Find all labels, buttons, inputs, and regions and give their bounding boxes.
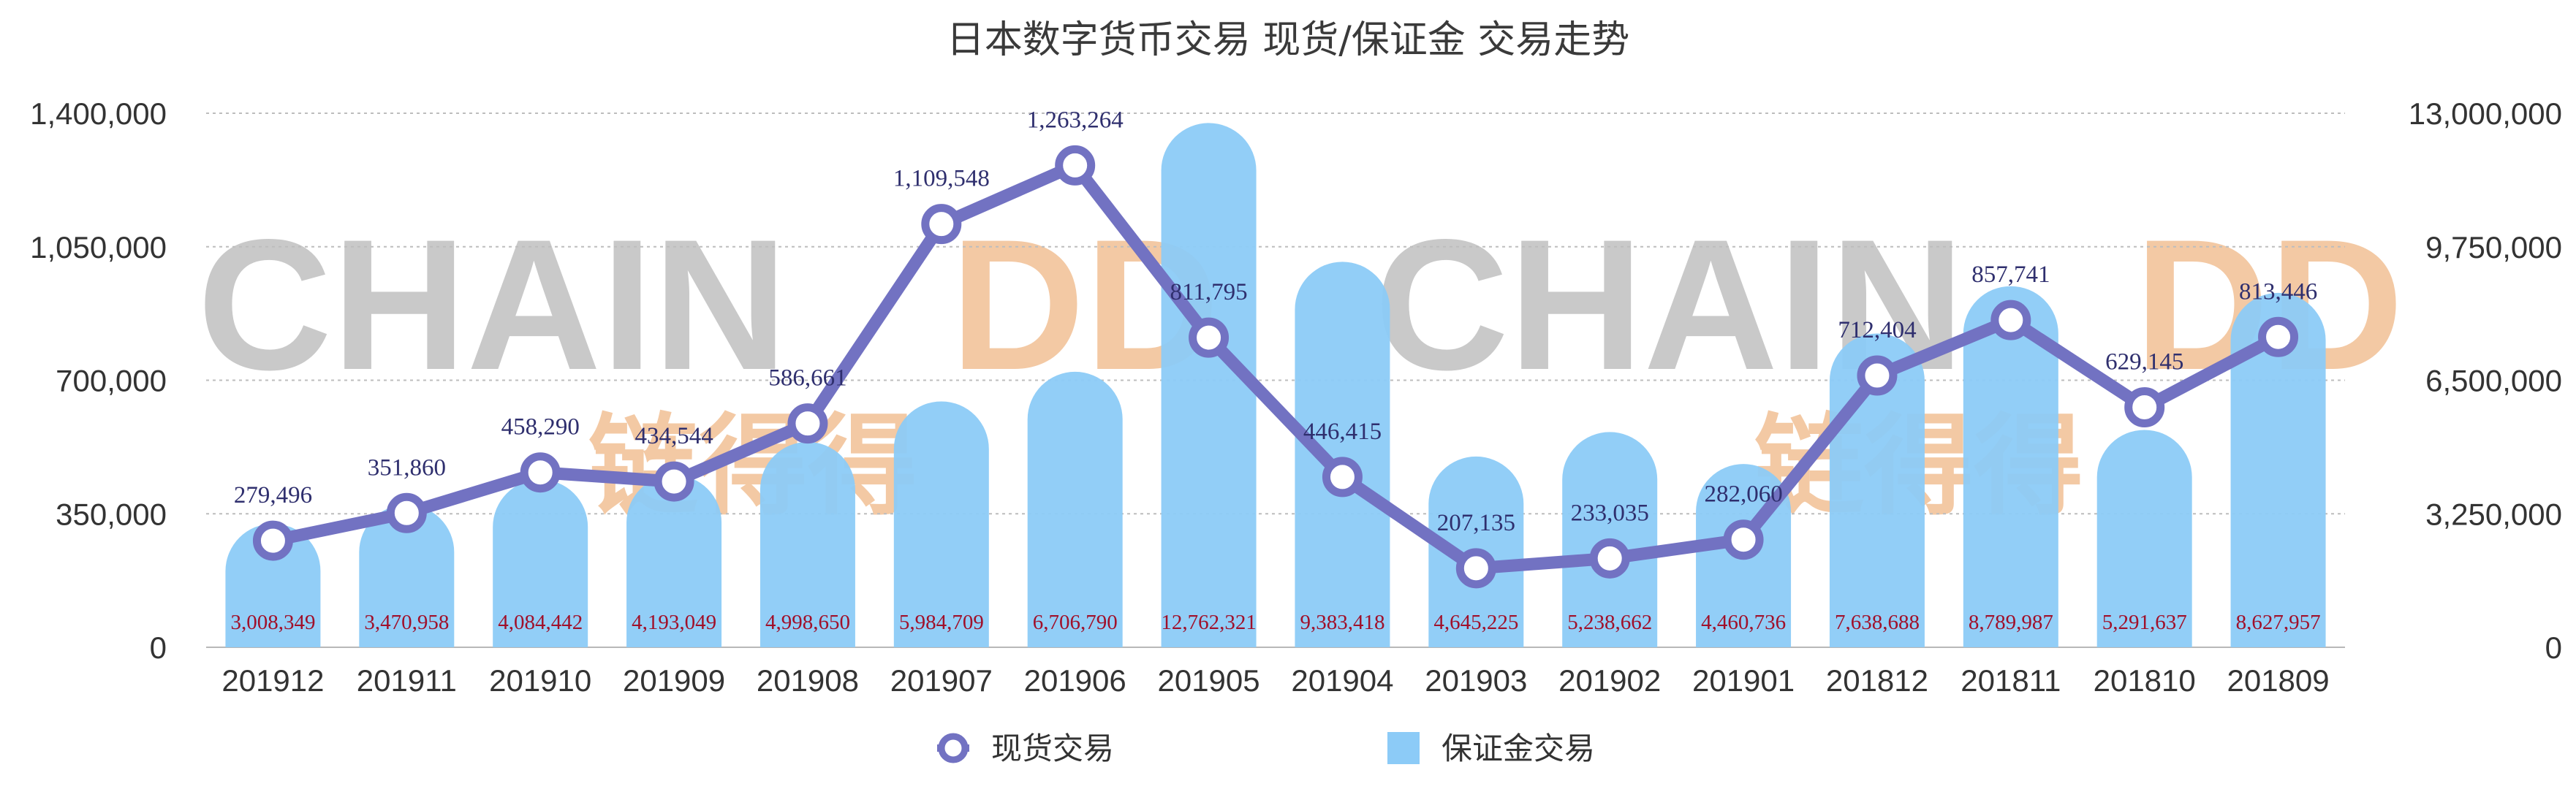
line-point-201907 (921, 204, 962, 245)
x-tick-label: 201812 (1826, 663, 1928, 698)
bar-data-label: 5,291,637 (2102, 611, 2187, 634)
x-tick-label: 201810 (2094, 663, 2196, 698)
line-point-201811 (1990, 300, 2031, 340)
y-left-tick-label: 1,400,000 (30, 96, 167, 131)
line-point-201812 (1857, 355, 1898, 396)
line-point-201901 (1723, 519, 1764, 560)
line-point-201905 (1189, 317, 1230, 358)
bar-data-label: 4,084,442 (498, 611, 583, 634)
bar-data-label: 3,008,349 (230, 611, 315, 634)
line-data-label: 586,661 (768, 365, 846, 392)
legend-line-marker (938, 733, 969, 763)
bar-201904 (1295, 262, 1390, 648)
line-point-201903 (1455, 548, 1496, 589)
bar-data-label: 3,470,958 (364, 611, 449, 634)
line-data-label: 811,795 (1170, 279, 1248, 305)
bar-data-label: 4,998,650 (765, 611, 850, 634)
spot-trade-line (266, 159, 2285, 575)
bar-data-label: 4,460,736 (1701, 611, 1786, 634)
y-right-tick-label: 0 (2545, 630, 2562, 665)
line-point-201911 (386, 492, 427, 533)
bar-data-label: 8,627,957 (2236, 611, 2321, 634)
line-data-label: 233,035 (1571, 500, 1649, 526)
x-tick-label: 201907 (890, 663, 993, 698)
line-point-201909 (654, 461, 694, 502)
data-labels: 279,496 351,860 458,290 434,544 586,661 1,109… (230, 107, 2320, 634)
line-point-201809 (2258, 316, 2299, 357)
line-point-201910 (520, 452, 561, 493)
line-data-label: 629,145 (2105, 348, 2183, 375)
watermark-chain-left: CHAIN (197, 201, 787, 409)
line-data-label: 282,060 (1704, 481, 1782, 508)
x-tick-label: 201903 (1425, 663, 1527, 698)
axes: 0 350,000 700,000 1,050,000 1,400,000 0 3,250,… (30, 96, 2562, 698)
line-data-label: 1,109,548 (893, 166, 990, 192)
line-data-label: 446,415 (1303, 419, 1382, 445)
line-data-label: 813,446 (2239, 278, 2317, 305)
legend-line-label: 现货交易 (991, 731, 1114, 766)
bar-data-label: 5,984,709 (899, 611, 984, 634)
x-tick-label: 201908 (757, 663, 859, 698)
y-left-tick-label: 0 (150, 630, 167, 665)
line-data-label: 857,741 (1971, 262, 2050, 288)
bar-data-label: 8,789,987 (1969, 611, 2053, 634)
bar-201907 (893, 401, 989, 647)
y-left-tick-label: 350,000 (56, 497, 167, 531)
bar-data-label: 4,193,049 (632, 611, 716, 634)
bar-data-label: 4,645,225 (1433, 611, 1518, 634)
line-data-label: 458,290 (501, 414, 580, 441)
line-point-201912 (252, 520, 293, 561)
bar-data-label: 9,383,418 (1300, 611, 1384, 634)
x-tick-label: 201906 (1024, 663, 1126, 698)
x-tick-label: 201911 (357, 663, 457, 698)
line-point-201908 (787, 403, 828, 444)
bar-201809 (2230, 292, 2326, 647)
x-tick-label: 201912 (221, 663, 324, 698)
line-point-201810 (2124, 386, 2165, 427)
legend: 现货交易 保证金交易 (937, 731, 1595, 766)
bar-201910 (493, 479, 588, 647)
y-left-tick-label: 1,050,000 (30, 230, 167, 264)
bar-201912 (225, 523, 321, 647)
bar-201909 (626, 475, 722, 647)
x-tick-label: 201904 (1291, 663, 1393, 698)
bar-data-label: 6,706,790 (1033, 611, 1118, 634)
legend-bar-swatch (1387, 732, 1420, 764)
line-point-201906 (1055, 145, 1096, 186)
legend-bar-label: 保证金交易 (1442, 731, 1595, 766)
chart-title: 日本数字货币交易 现货/保证金 交易走势 (947, 18, 1630, 62)
line-point-201902 (1589, 538, 1630, 579)
line-data-label: 1,263,264 (1027, 107, 1124, 133)
x-tick-label: 201809 (2227, 663, 2329, 698)
bar-201908 (759, 441, 855, 647)
bar-data-label: 5,238,662 (1567, 611, 1652, 634)
line-data-label: 279,496 (234, 482, 312, 508)
bar-201811 (1963, 286, 2058, 647)
bar-201810 (2096, 430, 2192, 647)
line-data-label: 712,404 (1838, 317, 1916, 343)
line-data-label: 207,135 (1437, 510, 1515, 536)
bar-data-label: 7,638,688 (1835, 611, 1920, 634)
bar-201911 (359, 504, 455, 647)
x-tick-label: 201901 (1692, 663, 1795, 698)
bar-201906 (1027, 371, 1123, 647)
x-tick-label: 201902 (1558, 663, 1661, 698)
x-tick-label: 201811 (1961, 663, 2061, 698)
x-tick-label: 201910 (489, 663, 591, 698)
line-series-spot (252, 145, 2299, 589)
line-point-201904 (1322, 457, 1363, 498)
y-right-tick-label: 6,500,000 (2425, 364, 2562, 398)
y-right-tick-label: 3,250,000 (2425, 497, 2562, 531)
y-right-tick-label: 9,750,000 (2425, 230, 2562, 264)
line-data-label: 434,544 (634, 423, 713, 449)
line-data-label: 351,860 (368, 454, 446, 481)
x-tick-label: 201909 (623, 663, 725, 698)
y-right-tick-label: 13,000,000 (2409, 96, 2562, 131)
x-tick-label: 201905 (1157, 663, 1259, 698)
y-left-tick-label: 700,000 (56, 364, 167, 398)
bar-data-label: 12,762,321 (1161, 611, 1257, 634)
bar-201905 (1161, 123, 1257, 647)
